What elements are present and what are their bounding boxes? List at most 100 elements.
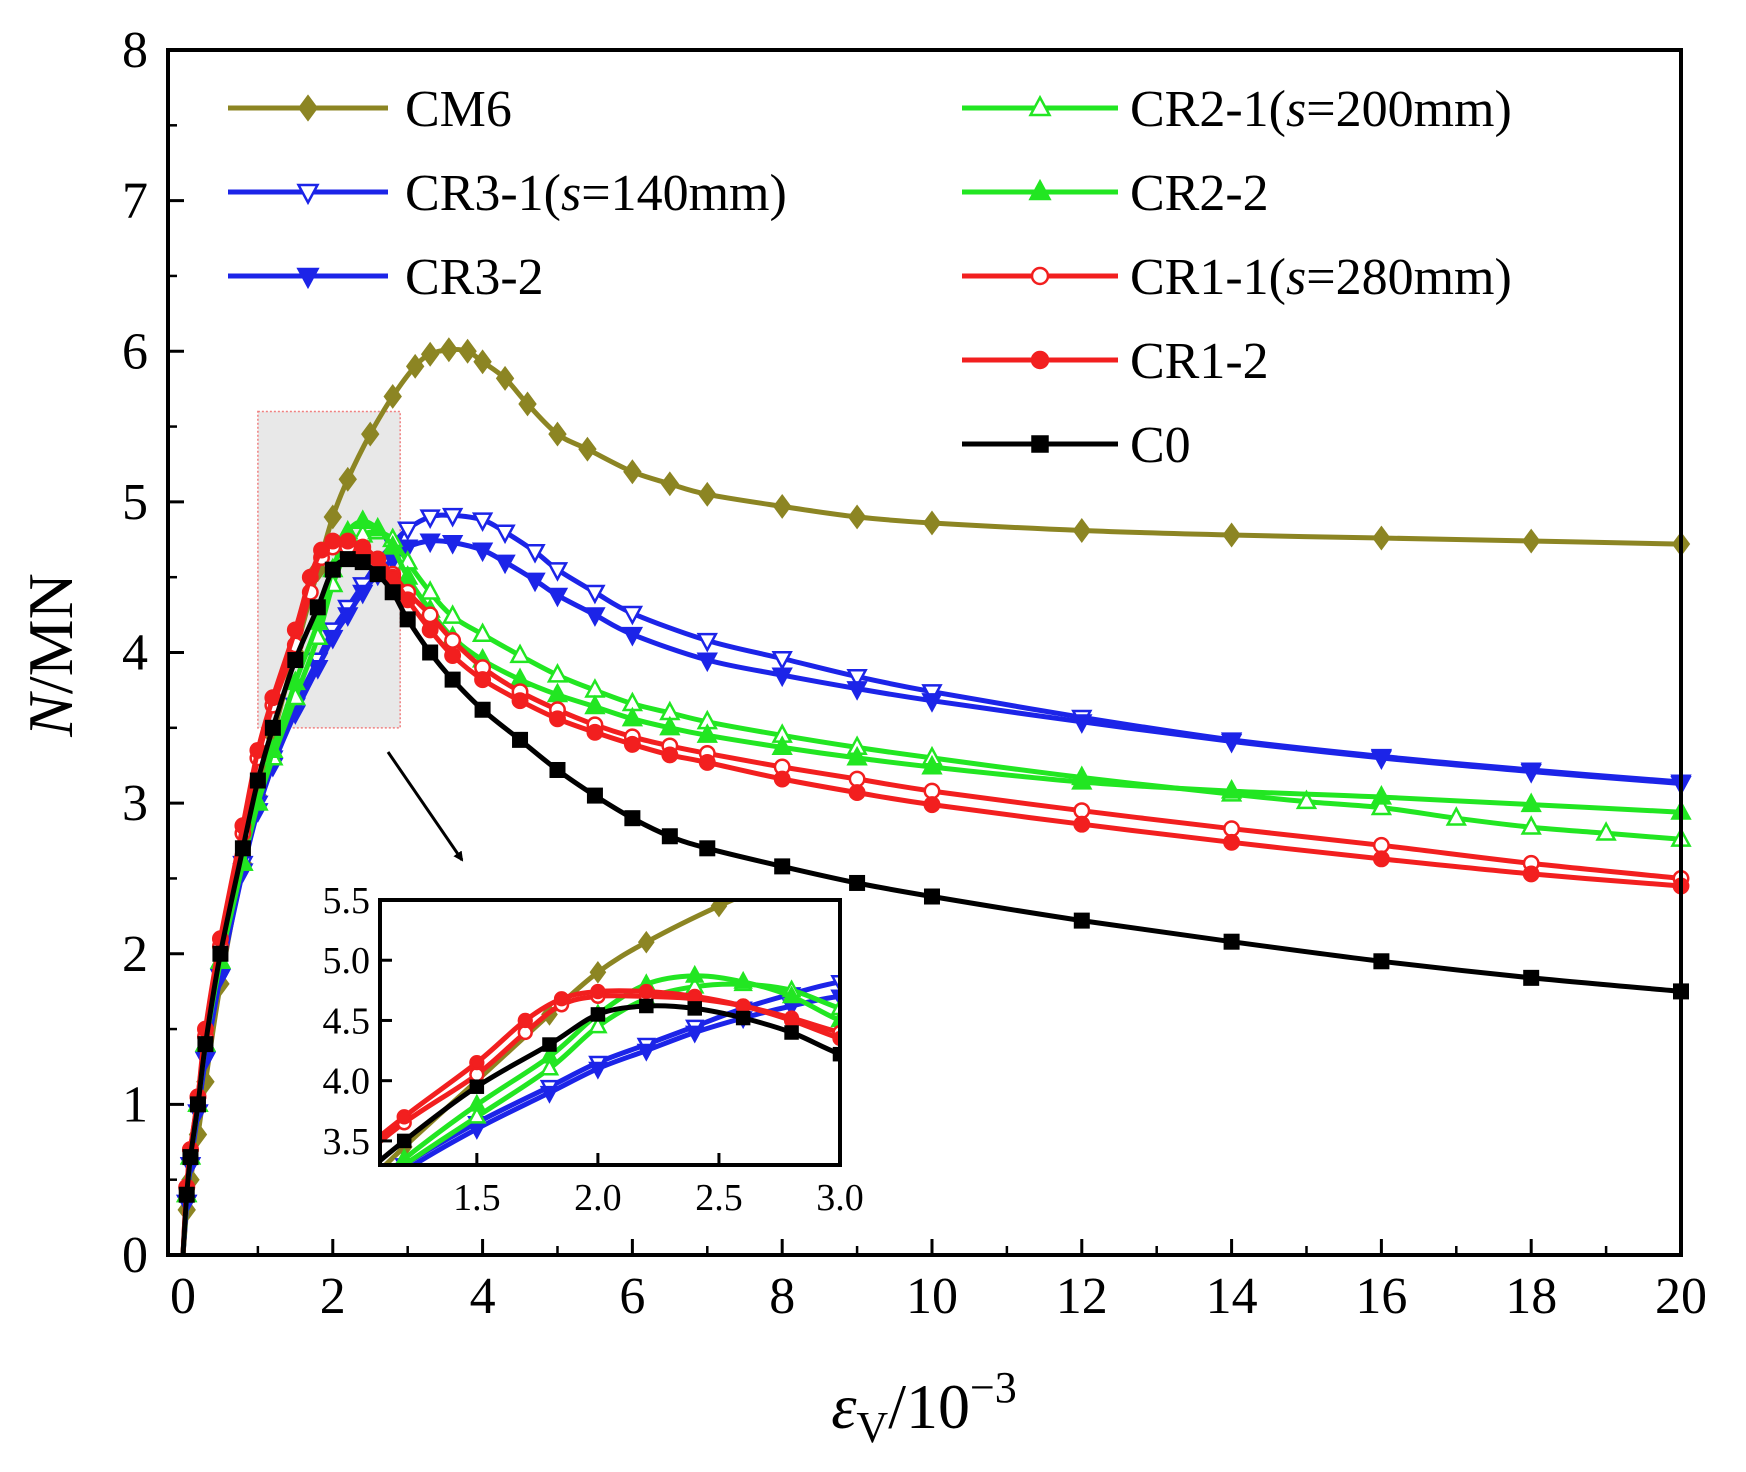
data-point-c0 [1523, 969, 1540, 986]
data-point-cr1-2 [1522, 865, 1540, 883]
data-point-cr2-2 [659, 715, 681, 736]
data-point-cr1-2 [586, 723, 604, 741]
inset-data-point-cr1-2 [687, 988, 703, 1005]
data-point-cr2-1-s-200mm [1295, 789, 1318, 810]
data-point-cm6 [473, 349, 492, 375]
data-point-cr1-2 [1372, 850, 1390, 868]
inset-x-tick-label: 3.0 [816, 1177, 864, 1219]
data-point-cr1-1-s-280mm [1073, 802, 1091, 820]
inset-data-point-cr1-2 [553, 991, 570, 1007]
inset-data-point-cm6 [589, 960, 607, 984]
data-point-cr1-2 [264, 689, 282, 707]
data-point-cr3-2 [1071, 714, 1093, 734]
zoom-arrow [386, 751, 464, 862]
data-point-cr1-2 [698, 754, 716, 771]
data-point-cr3-2 [846, 681, 868, 701]
data-point-cr1-2 [623, 735, 641, 753]
legend-label-cr1-1-s-280mm: CR1-1(s=280mm) [1130, 249, 1512, 306]
inset-data-point-cr3-2 [539, 1085, 560, 1104]
data-point-cr3-2 [337, 607, 359, 627]
data-point-c0 [354, 554, 371, 571]
data-point-cm6 [698, 481, 717, 507]
y-tick-label: 6 [122, 323, 148, 380]
x-tick-label: 4 [470, 1268, 496, 1325]
inset-data-point-c0 [590, 1007, 606, 1022]
x-tick-label: 8 [769, 1268, 795, 1325]
y-tick-label: 4 [122, 625, 148, 682]
inset-frame [378, 898, 842, 1167]
legend-label-part: =140mm) [581, 165, 787, 222]
x-axis-title-unit: /10 [888, 1371, 970, 1442]
legend-label-italic: s [1286, 81, 1306, 138]
data-point-cr3-2 [921, 693, 943, 713]
data-point-cr3-2 [441, 534, 464, 555]
inset-x-tick-label: 1.5 [453, 1177, 501, 1219]
data-point-c0 [369, 566, 386, 583]
data-point-cr2-2 [1220, 779, 1243, 799]
data-point-cr1-2 [549, 710, 566, 728]
x-tick-label: 18 [1505, 1268, 1557, 1325]
data-point-cm6 [383, 383, 402, 409]
data-point-c0 [339, 551, 356, 568]
data-point-cr1-1-s-280mm [444, 632, 462, 649]
x-tick-label: 14 [1206, 1268, 1258, 1325]
data-point-cr3-2 [696, 652, 718, 673]
data-point-cr3-1-s-140mm [696, 632, 718, 653]
data-point-cr1-2 [324, 532, 342, 550]
inset-data-point-c0 [396, 1133, 412, 1149]
data-point-c0 [661, 828, 678, 845]
data-point-cr3-1-s-140mm [846, 669, 868, 689]
legend-item-cr3-2: CR3-2 [228, 249, 544, 306]
data-point-cr1-2 [444, 647, 462, 664]
y-tick-label: 1 [122, 1076, 148, 1133]
data-point-cr1-2 [1073, 815, 1091, 833]
data-point-cr2-2 [382, 534, 404, 555]
data-point-cr2-2 [397, 565, 419, 585]
data-point-cm6 [420, 341, 440, 367]
legend-marker-cr1-2 [1030, 350, 1050, 370]
data-point-c0 [212, 945, 229, 962]
data-point-cr1-1-s-280mm [848, 770, 866, 788]
inset-data-point-cr1-2 [469, 1054, 485, 1071]
data-point-cr2-2 [284, 670, 306, 691]
legend-item-cr2-2: CR2-2 [962, 165, 1269, 222]
data-point-c0 [264, 719, 281, 736]
data-point-cr2-1-s-200mm [441, 604, 464, 624]
x-axis-title-subscript: V [856, 1403, 888, 1452]
inset-data-point-c0 [542, 1037, 557, 1052]
data-point-cr2-2 [921, 754, 943, 775]
data-point-cr3-1-s-140mm [419, 509, 441, 530]
legend-label-part: CR1-1( [1130, 249, 1286, 306]
data-point-cr3-2 [397, 539, 419, 560]
data-point-c0 [586, 787, 603, 804]
legend-marker-cr3-2 [296, 267, 320, 290]
data-point-cr2-2 [771, 735, 793, 755]
legend: CM6CR3-1(s=140mm)CR3-2CR2-1(s=200mm)CR2-… [228, 81, 1512, 474]
data-point-cr3-2 [771, 667, 793, 688]
data-point-cr3-1-s-140mm [621, 605, 644, 626]
data-point-c0 [287, 652, 304, 669]
inset-axis-ticks: 1.5 2.0 2.5 3.0 3.5 4.0 4.5 5.0 5.5 [323, 880, 864, 1219]
legend-label-cr3-2: CR3-2 [405, 249, 544, 306]
legend-item-cr1-1-s-280mm: CR1-1(s=280mm) [962, 249, 1512, 306]
data-point-cm6 [847, 504, 867, 530]
legend-item-c0: C0 [962, 417, 1191, 474]
data-point-cr3-2 [621, 626, 644, 647]
inset-series-c0 [380, 998, 840, 1164]
inset-data-point-cr2-2 [467, 1093, 487, 1112]
inset-y-tick-label: 4.5 [323, 1000, 371, 1042]
inset-data-point-cm6 [637, 930, 655, 954]
data-point-cr1-2 [661, 746, 679, 764]
data-point-c0 [1373, 953, 1390, 970]
legend-label-part: CR2-2 [1130, 165, 1269, 222]
data-point-cm6 [1222, 522, 1241, 548]
legend-marker-cr2-1-s-200mm [1028, 94, 1052, 117]
inset-data-point-cr1-2 [590, 983, 606, 1000]
inset-data-point-cr1-2 [638, 983, 654, 1000]
data-point-cm6 [518, 391, 537, 417]
data-point-cr1-2 [399, 591, 417, 609]
data-point-c0 [197, 1036, 214, 1053]
data-point-cr2-1-s-200mm [1595, 821, 1617, 841]
data-point-cr2-1-s-200mm [1370, 795, 1393, 816]
